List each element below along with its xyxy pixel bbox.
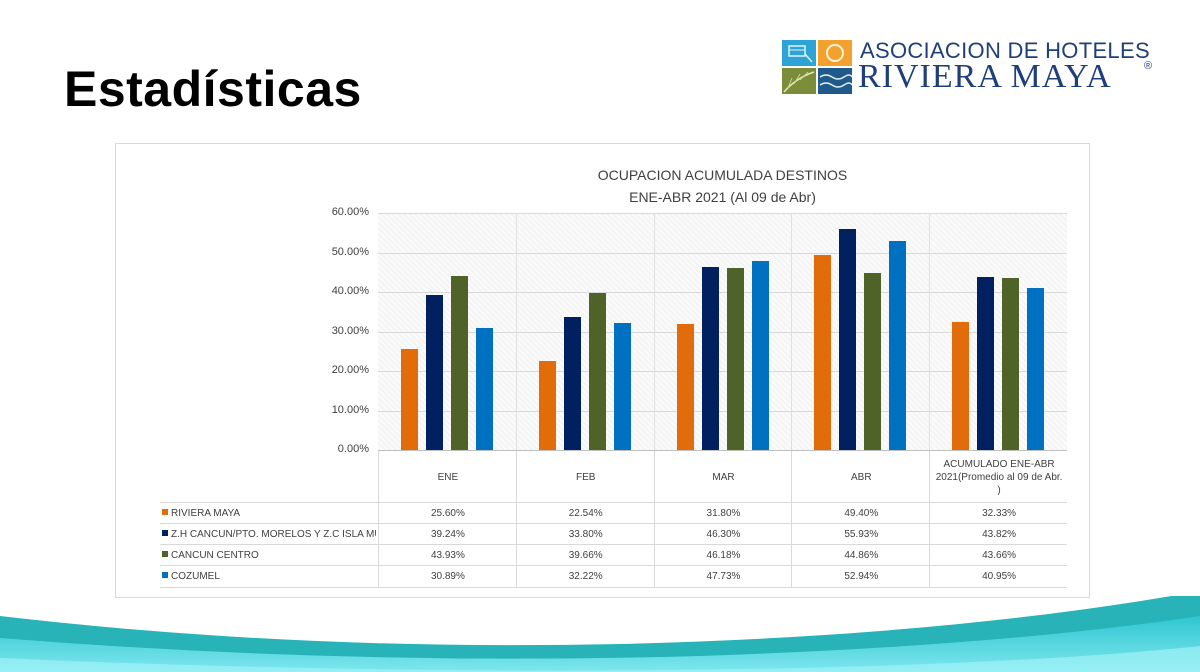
series-label: RIVIERA MAYA bbox=[160, 503, 376, 524]
bar bbox=[839, 229, 857, 450]
gridline bbox=[378, 213, 1067, 214]
table-cell: 46.30% bbox=[653, 524, 793, 545]
series-label: CANCUN CENTRO bbox=[160, 545, 376, 566]
bar bbox=[1027, 288, 1045, 450]
gridline bbox=[378, 371, 1067, 372]
bar bbox=[977, 276, 995, 450]
bar bbox=[814, 254, 832, 450]
decorative-wave bbox=[0, 596, 1200, 672]
table-cell: 30.89% bbox=[378, 566, 517, 587]
bar bbox=[1002, 277, 1020, 450]
bar bbox=[563, 316, 581, 450]
series-name: RIVIERA MAYA bbox=[171, 508, 241, 519]
logo-text-line1: ASOCIACION DE HOTELES bbox=[860, 38, 1150, 63]
series-name: COZUMEL bbox=[171, 571, 220, 582]
table-row: RIVIERA MAYA 25.60% 22.54% 31.80% 49.40% 32.3… bbox=[160, 502, 1067, 524]
table-cell: 31.80% bbox=[653, 503, 793, 524]
category-label: ACUMULADO ENE-ABR 2021(Promedio al 09 de… bbox=[929, 451, 1068, 503]
table-row: CANCUN CENTRO 43.93% 39.66% 46.18% 44.86% 43.… bbox=[160, 544, 1067, 566]
bar bbox=[952, 322, 970, 450]
table-cell: 22.54% bbox=[515, 503, 655, 524]
y-tick-label: 0.00% bbox=[337, 443, 369, 455]
bar bbox=[889, 240, 907, 450]
table-cell: 49.40% bbox=[791, 503, 930, 524]
y-tick-label: 10.00% bbox=[331, 403, 369, 416]
table-cell: 43.93% bbox=[378, 545, 517, 566]
table-cell: 47.73% bbox=[653, 566, 793, 587]
category-divider bbox=[791, 213, 793, 450]
table-row: Z.H CANCUN/PTO. MORELOS Y Z.C ISLA MUJER… bbox=[160, 523, 1067, 545]
table-cell: 39.66% bbox=[515, 545, 655, 566]
table-cell: 33.80% bbox=[515, 524, 655, 545]
series-name: CANCUN CENTRO bbox=[171, 550, 259, 561]
bar bbox=[400, 348, 418, 450]
y-tick-label: 20.00% bbox=[331, 364, 369, 376]
bar bbox=[751, 261, 769, 450]
slide-title: Estadísticas bbox=[64, 61, 362, 117]
category-axis: ENE FEB MAR ABR ACUMULADO ENE-ABR 2021(Prome… bbox=[378, 450, 1067, 503]
plot-area bbox=[378, 213, 1067, 451]
logo-text-line2: RIVIERA MAYA bbox=[858, 58, 1112, 95]
table-cell: 43.66% bbox=[929, 545, 1068, 566]
series-label: Z.H CANCUN/PTO. MORELOS Y Z.C ISLA MUJER… bbox=[160, 524, 376, 545]
table-cell: 32.33% bbox=[929, 503, 1068, 524]
gridline bbox=[378, 410, 1067, 412]
bar bbox=[701, 267, 719, 450]
logo-tile-waves-icon bbox=[818, 68, 853, 94]
bar bbox=[450, 276, 468, 450]
table-cell: 55.93% bbox=[791, 524, 930, 545]
y-tick-label: 30.00% bbox=[331, 324, 369, 337]
series-name: Z.H CANCUN/PTO. MORELOS Y Z.C ISLA MUJER… bbox=[171, 529, 376, 540]
bar bbox=[538, 360, 556, 450]
logo-mark-icon bbox=[782, 40, 853, 94]
bar bbox=[425, 295, 443, 450]
legend-swatch-icon bbox=[162, 509, 168, 516]
y-tick-label: 50.00% bbox=[331, 245, 369, 258]
y-tick-label: 40.00% bbox=[331, 285, 369, 297]
category-label: FEB bbox=[515, 451, 655, 503]
logo-tile-building-icon bbox=[782, 40, 816, 66]
table-cell: 25.60% bbox=[378, 503, 517, 524]
registered-mark: ® bbox=[1144, 60, 1153, 72]
bar bbox=[588, 293, 606, 450]
table-cell: 52.94% bbox=[791, 566, 930, 587]
table-row: COZUMEL 30.89% 32.22% 47.73% 52.94% 40.95% bbox=[160, 565, 1067, 588]
category-divider bbox=[653, 213, 655, 450]
bar bbox=[726, 267, 744, 450]
table-cell: 40.95% bbox=[929, 566, 1068, 587]
legend-swatch-icon bbox=[162, 530, 168, 537]
logo-tile-palm-icon bbox=[782, 68, 816, 94]
logo-tile-sun-icon bbox=[818, 40, 852, 66]
category-label: ENE bbox=[378, 451, 517, 503]
category-label: ABR bbox=[791, 451, 930, 503]
table-cell: 32.22% bbox=[515, 566, 655, 587]
legend-swatch-icon bbox=[162, 572, 168, 579]
y-tick-label: 60.00% bbox=[331, 206, 369, 218]
gridline bbox=[378, 292, 1067, 293]
table-cell: 43.82% bbox=[929, 524, 1068, 545]
bar bbox=[613, 322, 631, 450]
bar bbox=[676, 324, 694, 450]
table-cell: 44.86% bbox=[791, 545, 930, 566]
category-label: MAR bbox=[653, 451, 793, 503]
category-divider bbox=[515, 213, 517, 450]
chart-title-line2: ENE-ABR 2021 (Al 09 de Abr) bbox=[629, 189, 816, 205]
legend-swatch-icon bbox=[162, 551, 168, 558]
series-label: COZUMEL bbox=[160, 566, 376, 587]
table-cell: 39.24% bbox=[378, 524, 517, 545]
chart-title-line1: OCUPACION ACUMULADA DESTINOS bbox=[597, 167, 848, 183]
bar bbox=[864, 272, 882, 450]
gridline bbox=[378, 331, 1067, 333]
category-divider bbox=[929, 213, 931, 450]
bar bbox=[475, 328, 493, 450]
gridline bbox=[378, 252, 1067, 254]
association-logo: ASOCIACION DE HOTELES RIVIERA MAYA ® bbox=[782, 38, 1162, 96]
chart-title: OCUPACION ACUMULADA DESTINOS ENE-ABR 202… bbox=[378, 164, 1067, 208]
table-cell: 46.18% bbox=[653, 545, 793, 566]
